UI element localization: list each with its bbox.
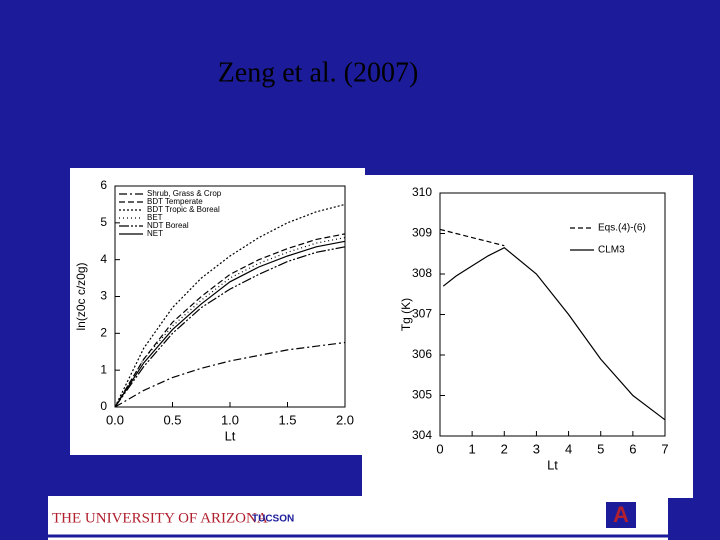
x-tick-label: 3 [533,441,540,456]
legend-label: Shrub, Grass & Crop [147,189,222,198]
x-tick-label: 4 [565,441,572,456]
x-tick-label: 2 [501,441,508,456]
y-tick-label: 5 [100,215,107,229]
x-tick-label: 0.5 [163,412,181,427]
y-tick-label: 310 [412,185,432,199]
x-tick-label: 1.5 [278,412,296,427]
x-tick-label: 6 [629,441,636,456]
y-tick-label: 0 [100,399,107,413]
series-line [442,246,666,421]
y-tick-label: 308 [412,266,432,280]
x-axis-label: Lt [225,428,236,443]
y-axis-label: ln(z0c c/z0g) [74,262,88,330]
x-tick-label: 0 [436,441,443,456]
legend-label: BDT Tropic & Boreal [147,205,220,214]
series-line [114,341,346,408]
y-tick-label: 304 [412,428,432,442]
logo: A [606,502,636,528]
y-tick-label: 307 [412,307,432,321]
chart-panel [362,175,693,498]
legend-label: Eqs.(4)-(6) [598,223,646,234]
svg-text:A: A [613,502,629,527]
legend-label: BET [147,213,163,222]
y-tick-label: 306 [412,347,432,361]
series-line [114,246,346,408]
y-tick-label: 4 [100,252,107,266]
x-tick-label: 5 [597,441,604,456]
y-tick-label: 6 [100,178,107,192]
y-tick-label: 3 [100,289,107,303]
x-tick-label: 0.0 [106,412,124,427]
footer-city: TUCSON [252,514,294,525]
y-axis-label: Tg (K) [399,298,413,331]
y-tick-label: 2 [100,326,107,340]
footer-university: THE UNIVERSITY OF ARIZONA [52,510,268,526]
legend-label: BDT Temperate [147,197,203,206]
slide-title: Zeng et al. (2007) [218,57,419,88]
y-tick-label: 1 [100,362,107,376]
series-line [114,240,346,408]
x-axis-label: Lt [547,457,558,472]
footer-bar [48,496,668,540]
x-tick-label: 7 [661,441,668,456]
series-line [439,228,505,247]
series-line [114,203,346,408]
y-tick-label: 305 [412,388,432,402]
legend-label: NET [147,229,163,238]
legend-label: CLM3 [598,245,625,256]
y-tick-label: 309 [412,226,432,240]
legend-label: NDT Boreal [147,221,189,230]
x-tick-label: 1.0 [221,412,239,427]
x-tick-label: 2.0 [336,412,354,427]
x-tick-label: 1 [469,441,476,456]
